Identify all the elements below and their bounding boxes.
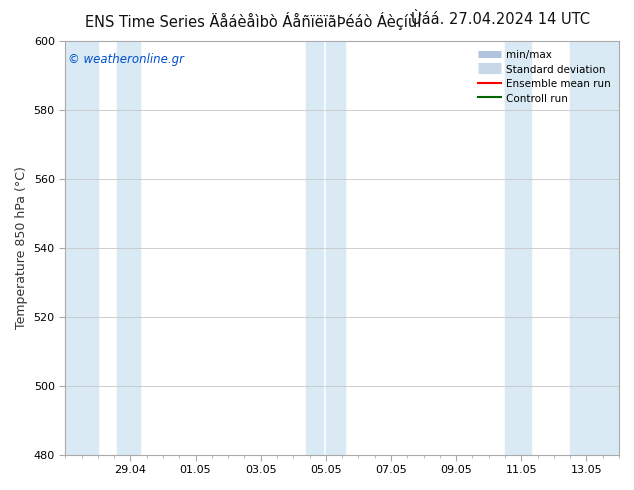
Y-axis label: Temperature 850 hPa (°C): Temperature 850 hPa (°C) (15, 167, 28, 329)
Bar (505, 41, 531, 455)
Bar (117, 41, 140, 455)
Bar (326, 41, 346, 455)
Text: Ùáá. 27.04.2024 14 UTC: Ùáá. 27.04.2024 14 UTC (411, 12, 590, 27)
Bar (65, 41, 98, 455)
Bar (570, 41, 619, 455)
Text: ENS Time Series Äåáèåìbò ÁåñïëïãÞéáò Áèçíùí: ENS Time Series Äåáèåìbò ÁåñïëïãÞéáò Áèç… (86, 12, 422, 30)
Text: © weatheronline.gr: © weatheronline.gr (68, 53, 184, 67)
Legend: min/max, Standard deviation, Ensemble mean run, Controll run: min/max, Standard deviation, Ensemble me… (475, 46, 614, 107)
Bar (306, 41, 323, 455)
